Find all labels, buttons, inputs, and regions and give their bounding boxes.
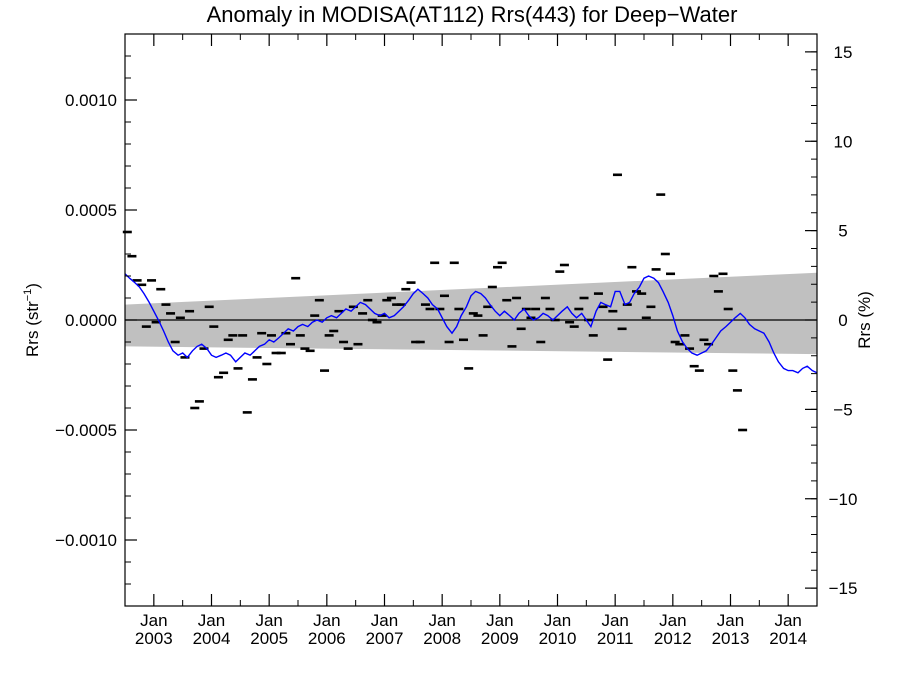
x-tick-year-label-3: 2006 [308,629,346,648]
y-right-tick-label-2: 5 [838,222,847,241]
y-left-tick-label-4: −0.0010 [55,531,117,550]
x-tick-month-label-8: Jan [601,611,628,630]
x-tick-month-label-2: Jan [255,611,282,630]
y-right-tick-label-1: 10 [834,132,853,151]
x-tick-month-label-0: Jan [140,611,167,630]
x-tick-month-label-5: Jan [428,611,455,630]
y-left-tick-label-2: 0.0000 [65,311,117,330]
x-tick-year-label-9: 2012 [654,629,692,648]
y-left-tick-label-1: 0.0005 [65,201,117,220]
x-tick-year-label-2: 2005 [250,629,288,648]
ticks-layer: 0.0010 0.0005 0.0000 −0.0005 −0.0010 15 10 5 0 −5… [55,33,858,648]
x-tick-year-label-8: 2011 [597,629,634,648]
x-tick-month-label-3: Jan [313,611,340,630]
y-right-tick-label-0: 15 [834,43,853,62]
smoothed-line-layer [124,273,818,374]
y-right-tick-label-5: −10 [829,490,858,509]
x-tick-year-label-11: 2014 [769,629,807,648]
x-tick-month-label-6: Jan [486,611,513,630]
x-tick-month-label-4: Jan [371,611,398,630]
x-tick-month-label-11: Jan [774,611,801,630]
chart-title: Anomaly in MODISA(AT112) Rrs(443) for De… [207,2,738,27]
x-tick-year-label-7: 2010 [539,629,577,648]
y-right-tick-label-3: 0 [838,311,847,330]
x-tick-year-label-5: 2008 [423,629,461,648]
x-tick-year-label-6: 2009 [481,629,519,648]
y-axis-label-left: Rrs (str−1) [22,283,42,357]
x-tick-year-label-10: 2013 [712,629,750,648]
y-axis-label-right: Rrs (%) [855,291,874,349]
y-left-tick-label-0: 0.0010 [65,91,117,110]
smoothed-series-line [124,273,818,374]
y-axis-label-left-sup: −1 [22,289,34,302]
y-left-tick-label-3: −0.0005 [55,421,117,440]
x-tick-month-label-9: Jan [659,611,686,630]
y-right-tick-label-6: −15 [829,579,858,598]
y-right-tick-label-4: −5 [833,400,852,419]
x-tick-month-label-10: Jan [717,611,744,630]
x-tick-month-label-7: Jan [544,611,571,630]
x-tick-year-label-0: 2003 [135,629,173,648]
x-tick-year-label-4: 2007 [366,629,404,648]
y-axis-label-left-close: ) [23,283,42,289]
y-axis-label-left-main: Rrs (str [23,301,42,357]
x-tick-year-label-1: 2004 [193,629,231,648]
x-tick-month-label-1: Jan [198,611,225,630]
